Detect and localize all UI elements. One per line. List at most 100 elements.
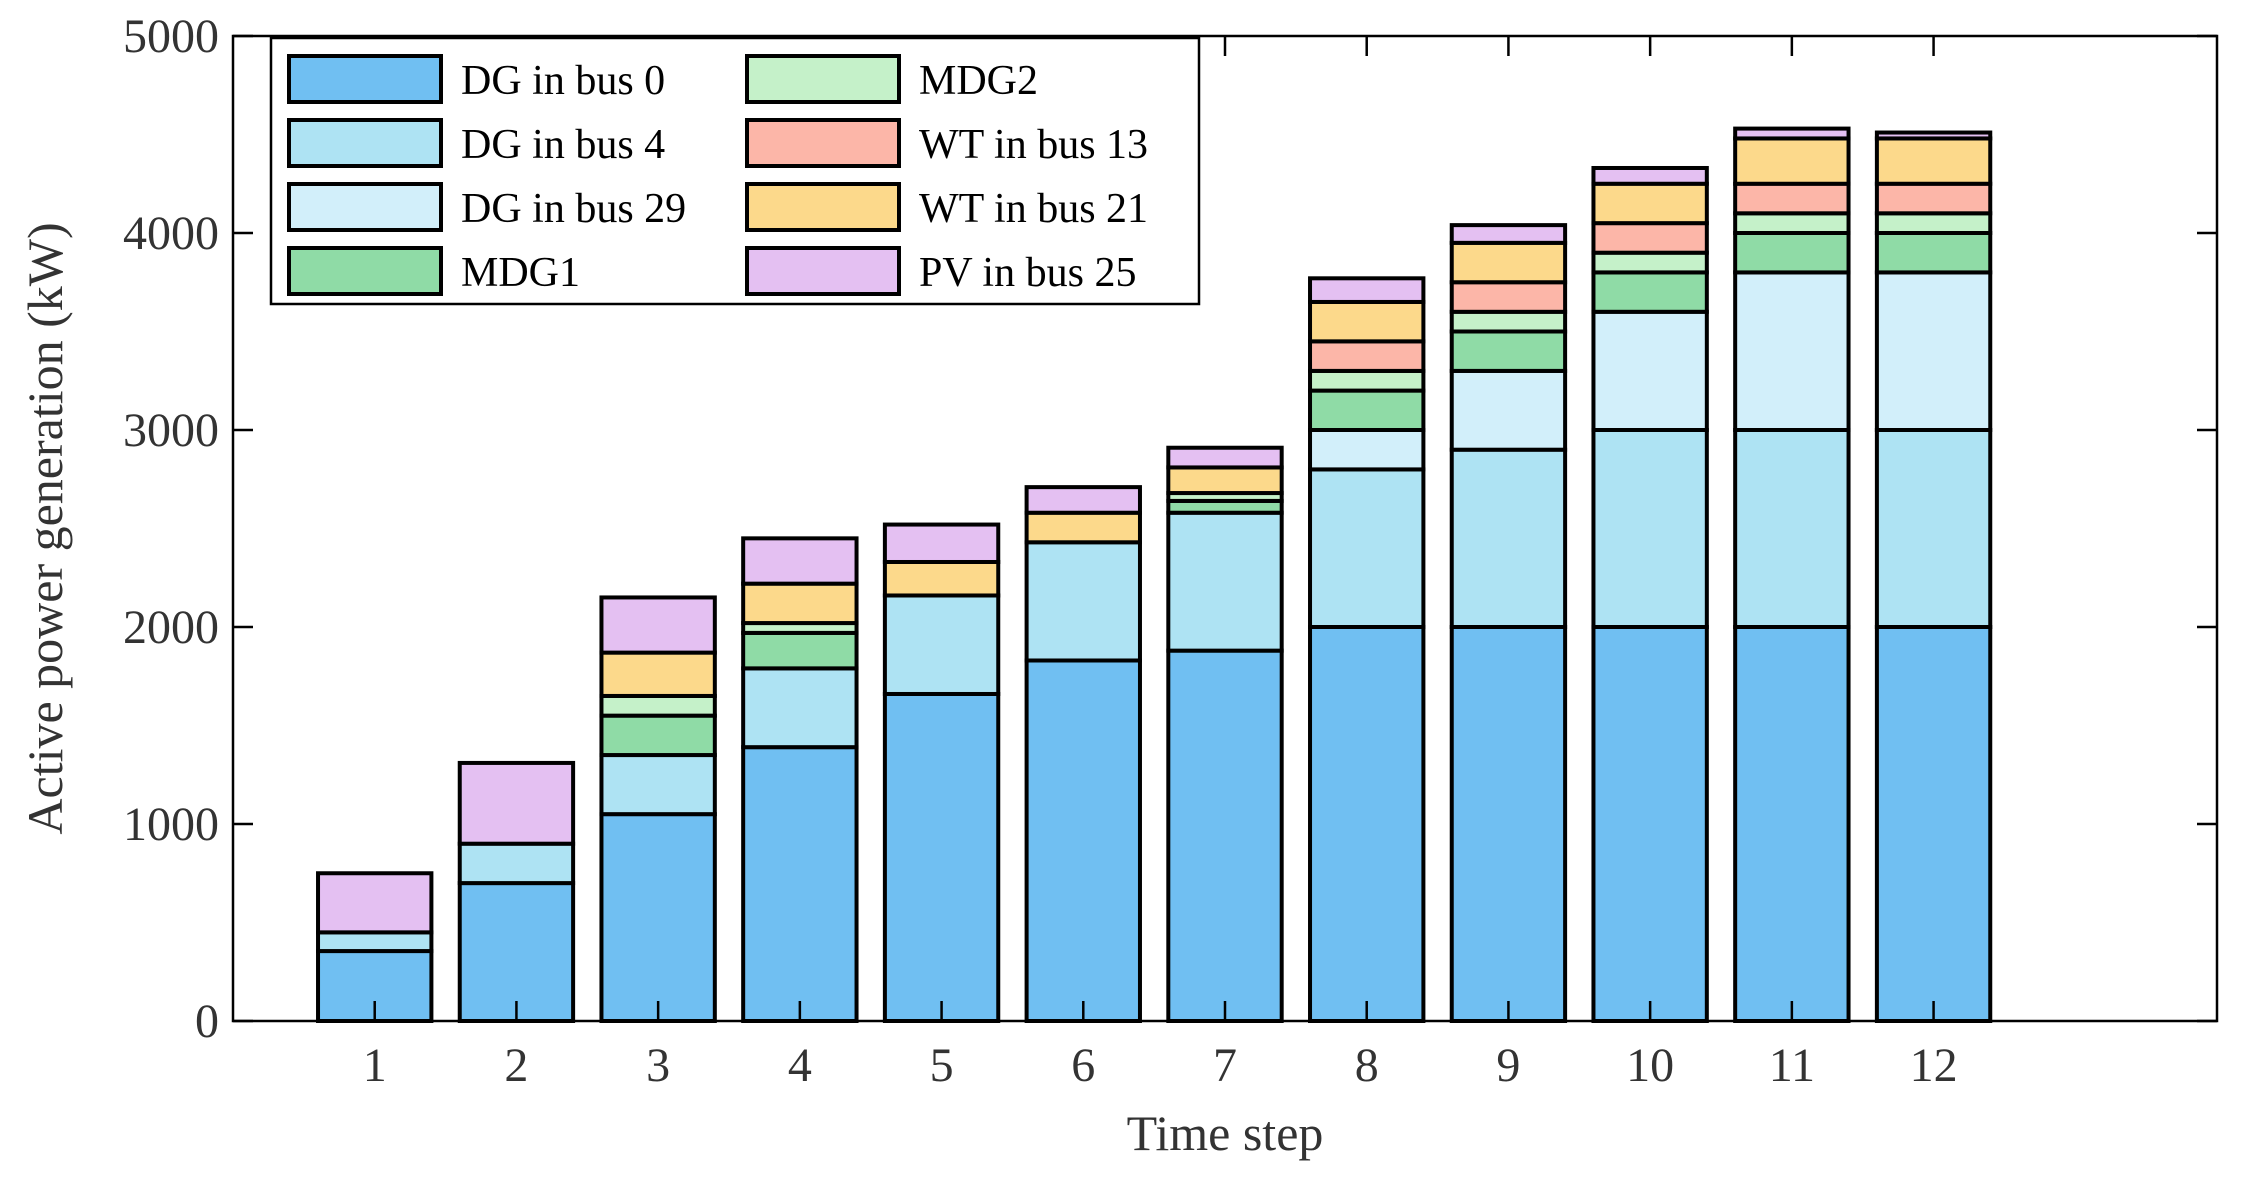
x-tick-label: 7 (1213, 1039, 1237, 1092)
legend-swatch-2 (287, 118, 443, 168)
x-tick-label: 12 (1910, 1039, 1958, 1092)
bar-segment-7-step-9 (1449, 240, 1568, 285)
legend-swatch-5 (745, 54, 901, 104)
bar-segment-5-step-11 (1733, 211, 1851, 236)
legend: DG in bus 0 DG in bus 4 DG in bus 29 MDG1 MD… (269, 36, 1201, 306)
bar-segment-8-step-5 (882, 522, 1001, 564)
legend-swatch-7 (745, 182, 901, 232)
bar-segment-1-step-3 (599, 812, 717, 1024)
bar-segment-1-step-7 (1166, 648, 1284, 1023)
bar-segment-4-step-4 (741, 630, 859, 671)
bar-segment-8-step-10 (1591, 165, 1709, 186)
bar-segment-6-step-10 (1591, 221, 1709, 255)
bar-segment-5-step-9 (1449, 309, 1568, 334)
bar-segment-1-step-11 (1733, 625, 1851, 1023)
bar-segment-6-step-11 (1733, 181, 1851, 216)
bar-segment-8-step-3 (599, 595, 717, 655)
bar-segment-7-step-4 (741, 581, 859, 626)
legend-label-8: PV in bus 25 (919, 250, 1136, 296)
y-tick-label: 3000 (123, 404, 219, 457)
legend-swatch-3 (287, 182, 443, 232)
bar-segment-2-step-7 (1166, 510, 1284, 653)
bar-segment-7-step-10 (1591, 181, 1709, 226)
y-tick-label: 1000 (123, 798, 219, 851)
x-tick-label: 3 (646, 1039, 670, 1092)
bar-segment-1-step-4 (741, 745, 859, 1023)
legend-label-1: DG in bus 0 (461, 58, 665, 104)
bar-segment-7-step-6 (1024, 510, 1142, 545)
bar-segment-1-step-12 (1874, 625, 1993, 1023)
bar-segment-3-step-10 (1591, 309, 1709, 432)
bar-segment-5-step-12 (1874, 211, 1993, 236)
y-tick-label: 5000 (123, 10, 219, 63)
bar-segment-2-step-11 (1733, 428, 1851, 629)
legend-label-4: MDG1 (461, 250, 580, 296)
bar-segment-7-step-7 (1166, 465, 1284, 496)
x-tick-label: 8 (1355, 1039, 1379, 1092)
bar-segment-2-step-2 (457, 841, 576, 886)
bar-segment-8-step-11 (1733, 126, 1851, 141)
bar-segment-4-step-11 (1733, 231, 1851, 275)
bar-segment-7-step-11 (1733, 136, 1851, 186)
y-tick-label: 0 (195, 995, 219, 1048)
bar-segment-7-step-3 (599, 650, 717, 698)
bar-segment-5-step-10 (1591, 250, 1709, 275)
bar-segment-1-step-2 (457, 881, 576, 1023)
bar-segment-8-step-6 (1024, 485, 1142, 515)
bar-segment-6-step-8 (1308, 339, 1426, 373)
legend-label-5: MDG2 (919, 58, 1038, 104)
bar-segment-4-step-10 (1591, 270, 1709, 314)
x-tick-label: 5 (930, 1039, 954, 1092)
bar-segment-3-step-12 (1874, 270, 1993, 432)
bar-segment-4-step-3 (599, 713, 717, 758)
x-tick-label: 6 (1071, 1039, 1095, 1092)
bar-segment-7-step-5 (882, 559, 1001, 598)
bar-segment-2-step-8 (1308, 467, 1426, 629)
legend-label-7: WT in bus 21 (919, 186, 1148, 232)
bar-segment-8-step-4 (741, 536, 859, 586)
legend-swatch-6 (745, 118, 901, 168)
bar-segment-4-step-12 (1874, 231, 1993, 275)
bar-segment-1-step-10 (1591, 625, 1709, 1023)
bar-segment-1-step-9 (1449, 625, 1568, 1023)
bar-segment-2-step-3 (599, 753, 717, 817)
bar-segment-2-step-12 (1874, 428, 1993, 629)
y-tick-label: 4000 (123, 207, 219, 260)
bar-segment-8-step-12 (1874, 130, 1993, 141)
bar-segment-5-step-8 (1308, 368, 1426, 393)
bar-segment-7-step-8 (1308, 299, 1426, 344)
bar-segment-3-step-9 (1449, 368, 1568, 452)
bar-segment-2-step-4 (741, 666, 859, 750)
bar-segment-8-step-9 (1449, 223, 1568, 245)
bar-segment-1-step-8 (1308, 625, 1426, 1023)
bars-layer (316, 126, 1993, 1024)
x-tick-label: 9 (1496, 1039, 1520, 1092)
x-tick-label: 11 (1769, 1039, 1815, 1092)
bar-segment-2-step-9 (1449, 447, 1568, 630)
bar-segment-8-step-1 (316, 871, 434, 935)
y-tick-label: 2000 (123, 601, 219, 654)
x-axis-label: Time step (1127, 1105, 1324, 1161)
bar-segment-4-step-9 (1449, 329, 1568, 373)
bar-segment-1-step-6 (1024, 658, 1142, 1023)
bar-segment-2-step-1 (316, 930, 434, 954)
bar-segment-8-step-2 (457, 760, 576, 846)
legend-label-3: DG in bus 29 (461, 186, 686, 232)
bar-segment-2-step-6 (1024, 540, 1142, 663)
x-tick-label: 1 (363, 1039, 387, 1092)
bar-segment-6-step-12 (1874, 181, 1993, 216)
legend-label-2: DG in bus 4 (461, 122, 665, 168)
y-axis-label: Active power generation (kW) (17, 222, 73, 834)
legend-swatch-4 (287, 246, 443, 296)
x-tick-label: 2 (504, 1039, 528, 1092)
bar-segment-5-step-3 (599, 693, 717, 718)
legend-swatch-8 (745, 246, 901, 296)
legend-label-6: WT in bus 13 (919, 122, 1148, 168)
bar-segment-8-step-8 (1308, 276, 1426, 304)
bar-segment-3-step-11 (1733, 270, 1851, 432)
bar-segment-2-step-5 (882, 593, 1001, 696)
legend-swatch-1 (287, 54, 443, 104)
bar-segment-4-step-8 (1308, 388, 1426, 433)
